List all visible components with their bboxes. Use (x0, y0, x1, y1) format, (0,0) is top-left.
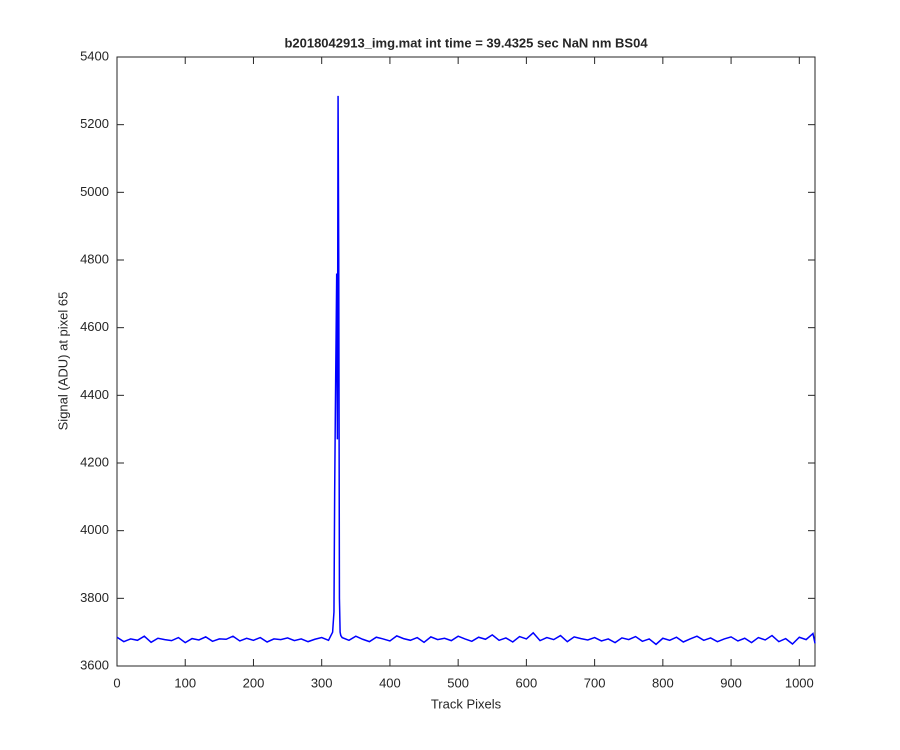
x-axis-label: Track Pixels (431, 696, 502, 711)
x-tick-label: 900 (720, 675, 742, 690)
y-tick-label: 4600 (80, 319, 109, 334)
y-axis-label: Signal (ADU) at pixel 65 (55, 292, 70, 431)
y-tick-label: 5400 (80, 48, 109, 63)
y-tick-label: 4800 (80, 251, 109, 266)
x-tick-label: 700 (584, 675, 606, 690)
x-tick-label: 800 (652, 675, 674, 690)
y-tick-label: 5000 (80, 184, 109, 199)
y-tick-label: 4000 (80, 522, 109, 537)
x-tick-label: 300 (311, 675, 333, 690)
y-tick-label: 4400 (80, 387, 109, 402)
x-tick-label: 0 (113, 675, 120, 690)
x-tick-label: 200 (243, 675, 265, 690)
y-tick-label: 4200 (80, 454, 109, 469)
plot-area (116, 56, 816, 667)
x-tick-label: 600 (516, 675, 538, 690)
x-tick-label: 400 (379, 675, 401, 690)
y-tick-label: 3800 (80, 590, 109, 605)
chart-title: b2018042913_img.mat int time = 39.4325 s… (284, 35, 648, 50)
x-tick-label: 100 (174, 675, 196, 690)
data-line (116, 95, 816, 646)
x-tick-label: 500 (447, 675, 469, 690)
y-tick-label: 3600 (80, 657, 109, 672)
x-tick-label: 1000 (785, 675, 814, 690)
y-tick-label: 5200 (80, 116, 109, 131)
